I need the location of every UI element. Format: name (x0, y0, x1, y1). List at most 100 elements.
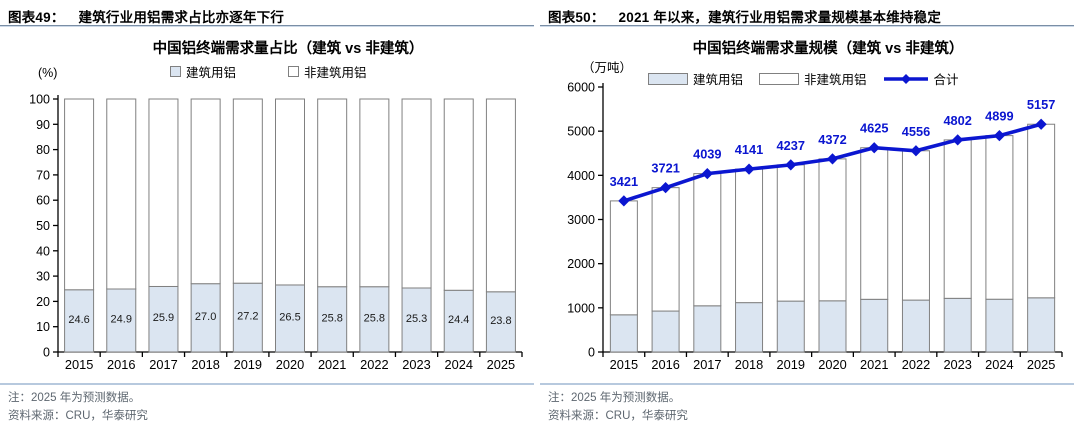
svg-text:2018: 2018 (735, 357, 763, 372)
svg-text:25.8: 25.8 (321, 312, 342, 324)
figure50-note: 注：2025 年为预测数据。 (548, 392, 681, 404)
figure49-title: 建筑行业用铝需求占比亦逐年下行 (78, 10, 285, 25)
legend-label-building: 建筑用铝 (693, 73, 744, 87)
chart50-legend: 建筑用铝 非建筑用铝 合计 (648, 69, 959, 88)
svg-text:100: 100 (29, 93, 50, 107)
legend-item-total: 合计 (883, 69, 959, 88)
svg-text:4899: 4899 (985, 109, 1013, 124)
chart49-unit-label: (%) (38, 66, 58, 80)
figure49-note-rule (0, 383, 534, 385)
svg-text:2023: 2023 (943, 357, 971, 372)
svg-text:2021: 2021 (860, 357, 888, 372)
figure50-note-rule (540, 383, 1074, 385)
legend-item-building: 建筑用铝 (648, 69, 743, 88)
svg-text:2023: 2023 (402, 357, 430, 372)
svg-text:24.6: 24.6 (68, 314, 89, 326)
svg-text:70: 70 (36, 168, 50, 182)
svg-text:2016: 2016 (107, 357, 135, 372)
svg-text:4237: 4237 (777, 138, 805, 153)
svg-text:23.8: 23.8 (490, 315, 511, 327)
svg-text:4372: 4372 (818, 132, 846, 147)
legend-label-total: 合计 (933, 73, 959, 87)
svg-text:1000: 1000 (567, 301, 595, 315)
figure49-header-rule (0, 25, 534, 27)
nonbuilding-swatch-icon (288, 66, 300, 77)
svg-text:4000: 4000 (567, 169, 595, 183)
figure50-title: 2021 年以来，建筑行业用铝需求量规模基本维持稳定 (618, 10, 942, 25)
svg-text:2024: 2024 (985, 357, 1013, 372)
svg-text:2019: 2019 (234, 357, 262, 372)
svg-text:6000: 6000 (567, 81, 595, 95)
svg-text:4625: 4625 (860, 121, 888, 136)
svg-text:40: 40 (36, 244, 50, 258)
svg-text:2024: 2024 (444, 357, 472, 372)
figure50-caption: 图表50： 2021 年以来，建筑行业用铝需求量规模基本维持稳定 (548, 6, 1070, 26)
svg-text:2022: 2022 (360, 357, 388, 372)
legend-label-building: 建筑用铝 (186, 66, 237, 80)
svg-text:2015: 2015 (610, 357, 638, 372)
svg-text:5000: 5000 (567, 125, 595, 139)
svg-text:10: 10 (36, 320, 50, 334)
svg-text:3000: 3000 (567, 213, 595, 227)
svg-text:3421: 3421 (610, 174, 638, 189)
figure49-number: 图表49： (8, 10, 65, 25)
svg-text:27.2: 27.2 (237, 311, 258, 323)
legend-item-nonbuilding: 非建筑用铝 (288, 62, 367, 81)
svg-text:4556: 4556 (902, 124, 930, 139)
svg-text:0: 0 (43, 346, 50, 360)
svg-text:26.5: 26.5 (279, 311, 300, 323)
total-line-swatch-icon (883, 73, 928, 84)
svg-text:25.8: 25.8 (364, 312, 385, 324)
svg-text:20: 20 (36, 295, 50, 309)
building-swatch-icon (648, 72, 688, 85)
figure50-header-rule (540, 25, 1074, 27)
svg-text:2000: 2000 (567, 257, 595, 271)
svg-text:0: 0 (588, 346, 595, 360)
figure49-source: 资料来源：CRU，华泰研究 (8, 410, 148, 422)
chart49-title: 中国铝终端需求量占比（建筑 vs 非建筑） (152, 41, 424, 57)
svg-text:4802: 4802 (943, 113, 971, 128)
svg-text:50: 50 (36, 219, 50, 233)
figure50-source: 资料来源：CRU，华泰研究 (548, 410, 688, 422)
legend-item-building: 建筑用铝 (170, 62, 236, 81)
nonbuilding-swatch-icon (759, 72, 800, 85)
svg-text:25.9: 25.9 (153, 312, 174, 324)
legend-label-nonbuilding: 非建筑用铝 (804, 73, 867, 87)
figure49-panel: 图表49： 建筑行业用铝需求占比亦逐年下行 中国铝终端需求量占比（建筑 vs 非建… (0, 6, 534, 422)
svg-text:2025: 2025 (487, 357, 515, 372)
svg-text:2015: 2015 (65, 357, 93, 372)
chart49-share-stacked-bar: 0 10 20 30 40 50 60 70 80 90 100 2015 24.6 2016 24.9 20… (29, 93, 523, 372)
svg-text:4141: 4141 (735, 142, 763, 157)
figure49-caption: 图表49： 建筑行业用铝需求占比亦逐年下行 (8, 6, 530, 26)
svg-text:90: 90 (36, 118, 50, 132)
building-swatch-icon (170, 66, 181, 77)
svg-text:24.4: 24.4 (448, 314, 469, 326)
svg-text:2022: 2022 (902, 357, 930, 372)
svg-text:27.0: 27.0 (195, 311, 216, 323)
chart49-legend: 建筑用铝 非建筑用铝 (170, 62, 367, 81)
figure50-number: 图表50： (548, 10, 605, 25)
svg-text:3721: 3721 (651, 161, 679, 176)
svg-text:2019: 2019 (777, 357, 805, 372)
svg-text:60: 60 (36, 194, 50, 208)
svg-text:30: 30 (36, 270, 50, 284)
svg-text:2020: 2020 (276, 357, 304, 372)
svg-text:2021: 2021 (318, 357, 346, 372)
svg-text:5157: 5157 (1027, 97, 1055, 112)
svg-text:2025: 2025 (1027, 357, 1055, 372)
figure49-note: 注：2025 年为预测数据。 (8, 392, 141, 404)
svg-text:2020: 2020 (818, 357, 846, 372)
svg-text:24.9: 24.9 (111, 314, 132, 326)
svg-text:2017: 2017 (693, 357, 721, 372)
svg-text:80: 80 (36, 143, 50, 157)
svg-text:25.3: 25.3 (406, 313, 427, 325)
chart50-scale-bar-line: 0 1000 2000 3000 4000 5000 6000 2015 2016 2017 201… (567, 81, 1063, 372)
svg-text:2018: 2018 (191, 357, 219, 372)
legend-label-nonbuilding: 非建筑用铝 (304, 66, 367, 80)
svg-text:2017: 2017 (149, 357, 177, 372)
chart50-title: 中国铝终端需求量规模（建筑 vs 非建筑） (692, 41, 964, 57)
legend-item-nonbuilding: 非建筑用铝 (759, 69, 867, 88)
chart50-unit-label: （万吨） (582, 61, 633, 75)
svg-text:4039: 4039 (693, 147, 721, 162)
